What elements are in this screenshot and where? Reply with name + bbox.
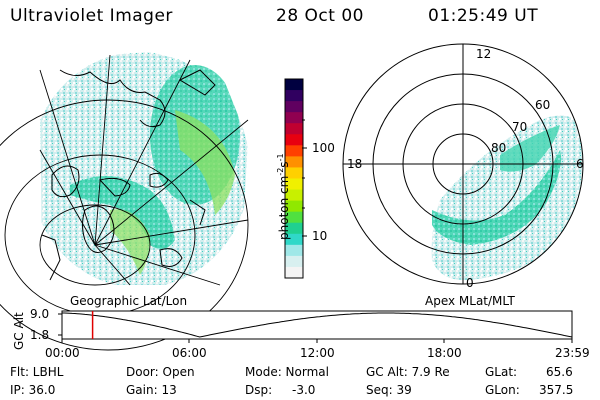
colorbar-swatch (285, 233, 303, 246)
unit-exp-2: -1 (276, 153, 285, 162)
colorbar-swatch (285, 178, 303, 191)
timeline-ytick-min: 1.8 (30, 328, 50, 342)
ip-info: IP: 36.0 (10, 383, 56, 397)
gain-info: Gain: 13 (126, 383, 177, 397)
colorbar-swatch (285, 156, 303, 168)
unit-mid: s (277, 161, 291, 168)
glat-value: 65.6 (546, 365, 573, 379)
timeline-xtick-0600: 06:00 (172, 346, 207, 360)
colorbar-swatch (285, 189, 303, 202)
colorbar-ticks (302, 119, 307, 237)
colorbar-tick-100: 100 (312, 141, 335, 155)
mlt-label-0: 0 (466, 276, 474, 290)
magnetic-panel-label: Apex MLat/MLT (425, 294, 515, 308)
colorbar-swatch (285, 255, 303, 268)
colorbar-swatch (285, 200, 303, 213)
mlt-label-6: 6 (576, 157, 584, 171)
unit-exp-1: -2 (276, 167, 285, 176)
gc-alt-info: GC Alt: 7.9 Re (366, 365, 450, 379)
colorbar-unit-label: photon cm-2s-1 (276, 153, 291, 240)
colorbar-swatch (285, 79, 303, 91)
glon-value: 357.5 (539, 383, 574, 397)
geographic-panel-label: Geographic Lat/Lon (70, 294, 188, 308)
mlat-label-60: 60 (535, 98, 551, 112)
mlt-label-12: 12 (476, 47, 492, 61)
magnetic-polar-panel (342, 43, 584, 285)
glat-label: GLat: (485, 365, 518, 379)
timeline-xtick-1800: 18:00 (427, 346, 462, 360)
geographic-image-panel (0, 52, 249, 351)
observation-time: 01:25:49 UT (428, 6, 539, 26)
mode-info: Mode: Normal (245, 365, 329, 379)
colorbar-swatch (285, 167, 303, 179)
glon-label: GLon: (485, 383, 520, 397)
timeline-axis-label: GC Alt (12, 312, 26, 350)
door-info: Door: Open (126, 365, 195, 379)
colorbar-swatch (285, 90, 303, 102)
colorbar-swatch (285, 222, 303, 235)
dsp-value: -3.0 (292, 383, 316, 397)
colorbar-swatch (285, 211, 303, 224)
unit-prefix: photon cm (277, 175, 291, 240)
colorbar-swatch (285, 134, 303, 146)
timeline-ytick-max: 9.0 (30, 307, 50, 321)
colorbar-swatch (285, 266, 303, 279)
colorbar-swatch (285, 123, 303, 135)
instrument-title: Ultraviolet Imager (10, 6, 173, 26)
colorbar-tick-10: 10 (312, 229, 328, 243)
colorbar-swatch (285, 112, 303, 124)
colorbar-swatch (285, 244, 303, 257)
timeline-xtick-2359: 23:59 (555, 346, 590, 360)
seq-info: Seq: 39 (366, 383, 412, 397)
timeline-xtick-0000: 00:00 (45, 346, 80, 360)
filter-info: Flt: LBHL (10, 365, 64, 379)
dsp-label: Dsp: (245, 383, 273, 397)
observation-date: 28 Oct 00 (276, 6, 364, 26)
mlt-label-18: 18 (347, 157, 363, 171)
colorbar-swatch (285, 145, 303, 157)
timeline-xtick-1200: 12:00 (300, 346, 335, 360)
colorbar-swatch (285, 101, 303, 113)
mlat-label-70: 70 (512, 120, 528, 134)
mlat-label-80: 80 (491, 141, 507, 155)
altitude-timeline (58, 310, 573, 343)
